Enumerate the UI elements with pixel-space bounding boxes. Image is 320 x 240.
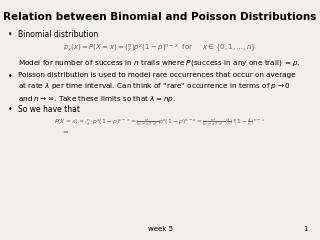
Text: $p_x(x) = P(X=x) = \binom{n}{x} p^x (1-p)^{n-x}$  for     $x \in \{0, 1, \ldots,: $p_x(x) = P(X=x) = \binom{n}{x} p^x (1-p… [63, 43, 257, 55]
Text: Poisson distribution is used to model rare occurrences that occur on average
at : Poisson distribution is used to model ra… [18, 72, 296, 104]
Text: $=$: $=$ [61, 128, 69, 134]
Text: So we have that: So we have that [18, 105, 80, 114]
Text: $P(X=x) = \binom{n}{x}p^x(1-p)^{n-x} = \frac{n!}{(n-x)!x!}p^x(1-p)^{n-x} = \frac: $P(X=x) = \binom{n}{x}p^x(1-p)^{n-x} = \… [54, 116, 266, 127]
Text: •: • [8, 105, 12, 114]
Text: Relation between Binomial and Poisson Distributions: Relation between Binomial and Poisson Di… [3, 12, 317, 22]
Text: Binomial distribution: Binomial distribution [18, 30, 98, 39]
Text: •: • [8, 30, 12, 39]
Text: 1: 1 [303, 226, 308, 232]
Text: •: • [8, 72, 12, 81]
Text: Model for number of success in $n$ trails where $P$(success in any one trail) $=: Model for number of success in $n$ trail… [18, 58, 300, 68]
Text: week 5: week 5 [148, 226, 172, 232]
